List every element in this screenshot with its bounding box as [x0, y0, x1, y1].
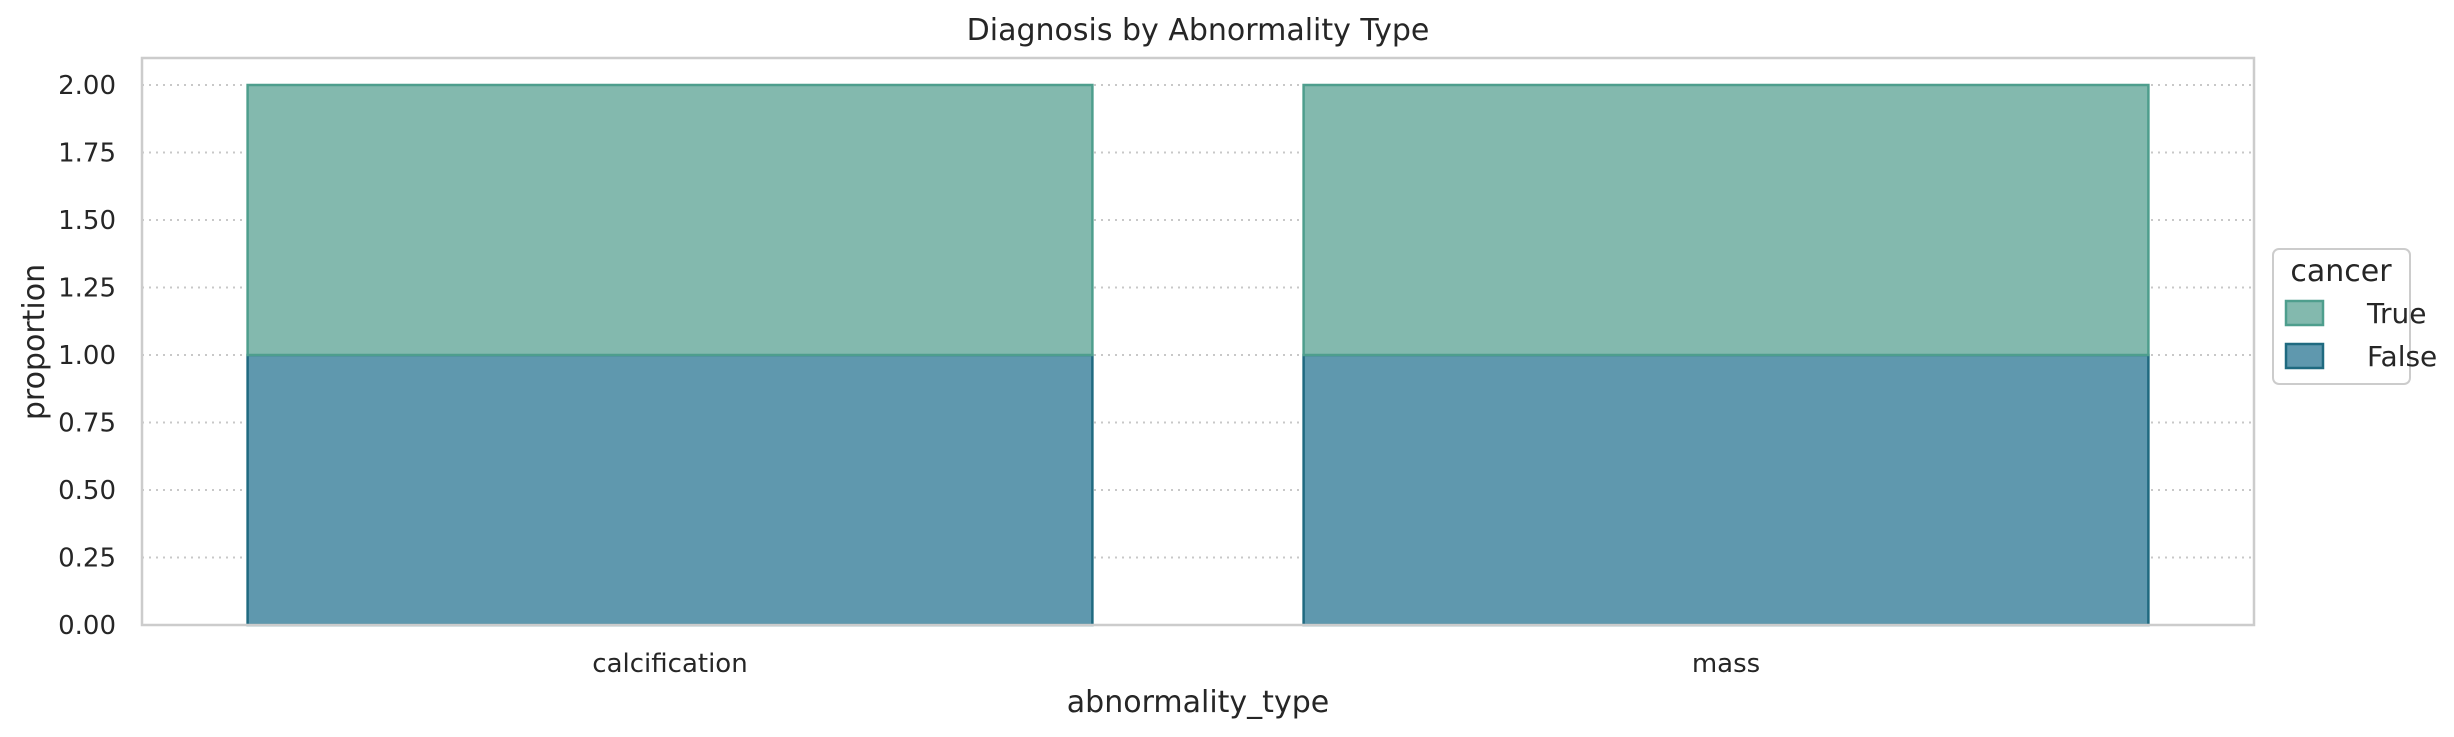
y-tick-label: 1.50: [58, 206, 116, 236]
legend-swatch-true: [2284, 299, 2325, 327]
x-tick-label: calcification: [592, 649, 747, 679]
y-tick-label: 1.00: [58, 341, 116, 371]
y-axis-title: proportion: [17, 264, 52, 420]
y-tick-label: 2.00: [58, 71, 116, 101]
x-axis-title: abnormality_type: [1067, 685, 1329, 720]
chart-title: Diagnosis by Abnormality Type: [967, 13, 1430, 48]
x-axis-ticks: calcification mass: [592, 649, 1760, 679]
plot-frame: [140, 56, 2256, 627]
bar-calcification-true: [246, 83, 1094, 357]
legend: cancer True False: [2272, 248, 2437, 385]
y-tick-label: 0.75: [58, 409, 116, 439]
y-tick-label: 0.25: [58, 544, 116, 574]
y-tick-label: 0.00: [58, 611, 116, 641]
legend-swatch-false: [2284, 342, 2325, 370]
bar-calcification-false: [246, 353, 1094, 627]
bar-mass-true: [1302, 83, 2150, 357]
legend-label-false: False: [2367, 340, 2437, 373]
bar-mass-false: [1302, 353, 2150, 627]
y-axis-ticks: 0.00 0.25 0.50 0.75 1.00 1.25 1.50 1.75 2.00: [58, 71, 116, 641]
y-tick-label: 1.75: [58, 139, 116, 169]
y-tick-label: 1.25: [58, 274, 116, 304]
bars: [246, 83, 2150, 627]
legend-title: cancer: [2290, 254, 2392, 289]
x-tick-label: mass: [1692, 649, 1760, 679]
y-tick-label: 0.50: [58, 476, 116, 506]
legend-label-true: True: [2366, 297, 2426, 330]
